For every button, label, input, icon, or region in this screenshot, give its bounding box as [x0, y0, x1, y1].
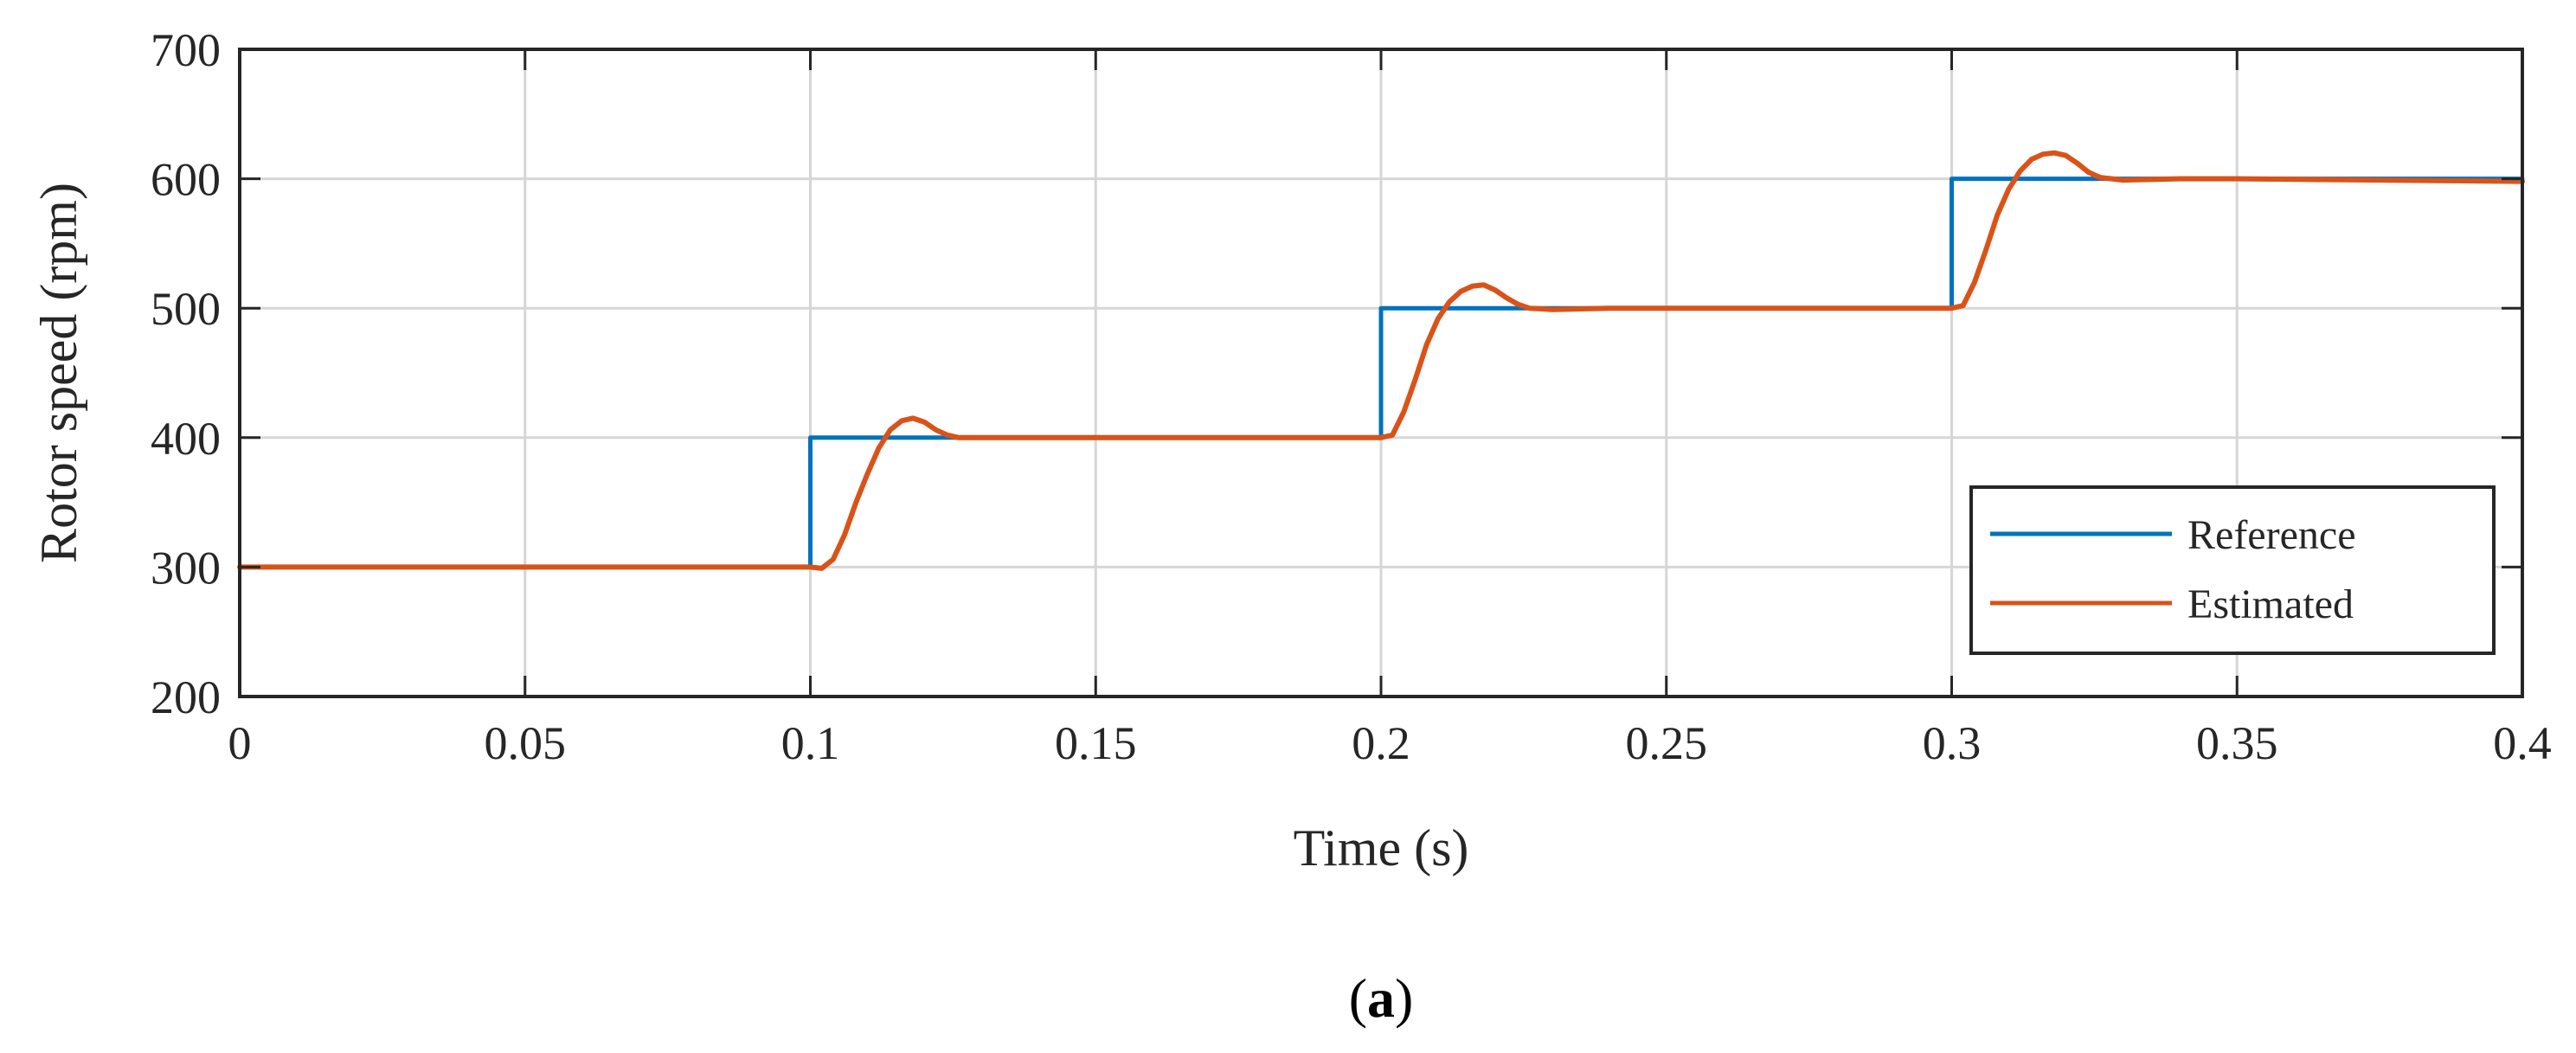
y-tick-labels: 200 300 400 500 600 700	[151, 24, 221, 723]
y-tick-label: 600	[151, 154, 221, 206]
legend-box	[1969, 485, 2496, 655]
y-axis-label: Rotor speed (rpm)	[30, 183, 87, 563]
legend-label-estimated: Estimated	[2187, 581, 2354, 627]
x-tick-labels: 0 0.05 0.1 0.15 0.2 0.25 0.3 0.35 0.4	[228, 717, 2552, 769]
caption-open-paren: (	[1349, 967, 1367, 1029]
x-tick-label: 0.1	[781, 717, 840, 769]
caption-letter: a	[1367, 967, 1395, 1029]
estimated-series-line	[237, 150, 2525, 571]
y-tick-label: 500	[151, 283, 221, 335]
y-tick-label: 400	[151, 413, 221, 465]
tick-marks	[238, 48, 2524, 698]
caption-close-paren: )	[1395, 967, 1413, 1029]
x-tick-label: 0.2	[1352, 717, 1410, 769]
x-tick-label: 0.35	[2196, 717, 2278, 769]
figure-caption: (a)	[1349, 967, 1414, 1029]
series-layer	[237, 150, 2525, 571]
x-tick-label: 0	[228, 717, 252, 769]
y-tick-label: 200	[151, 671, 221, 723]
x-axis-label: Time (s)	[1294, 819, 1469, 876]
x-tick-label: 0.4	[2493, 717, 2552, 769]
x-tick-label: 0.3	[1923, 717, 1982, 769]
y-tick-label: 700	[151, 24, 221, 76]
x-tick-label: 0.15	[1055, 717, 1137, 769]
x-tick-label: 0.25	[1626, 717, 1708, 769]
y-tick-label: 300	[151, 542, 221, 594]
reference-series-line	[237, 177, 2525, 569]
x-tick-label: 0.05	[485, 717, 567, 769]
legend: Reference Estimated	[1969, 485, 2496, 655]
legend-label-reference: Reference	[2187, 512, 2356, 558]
